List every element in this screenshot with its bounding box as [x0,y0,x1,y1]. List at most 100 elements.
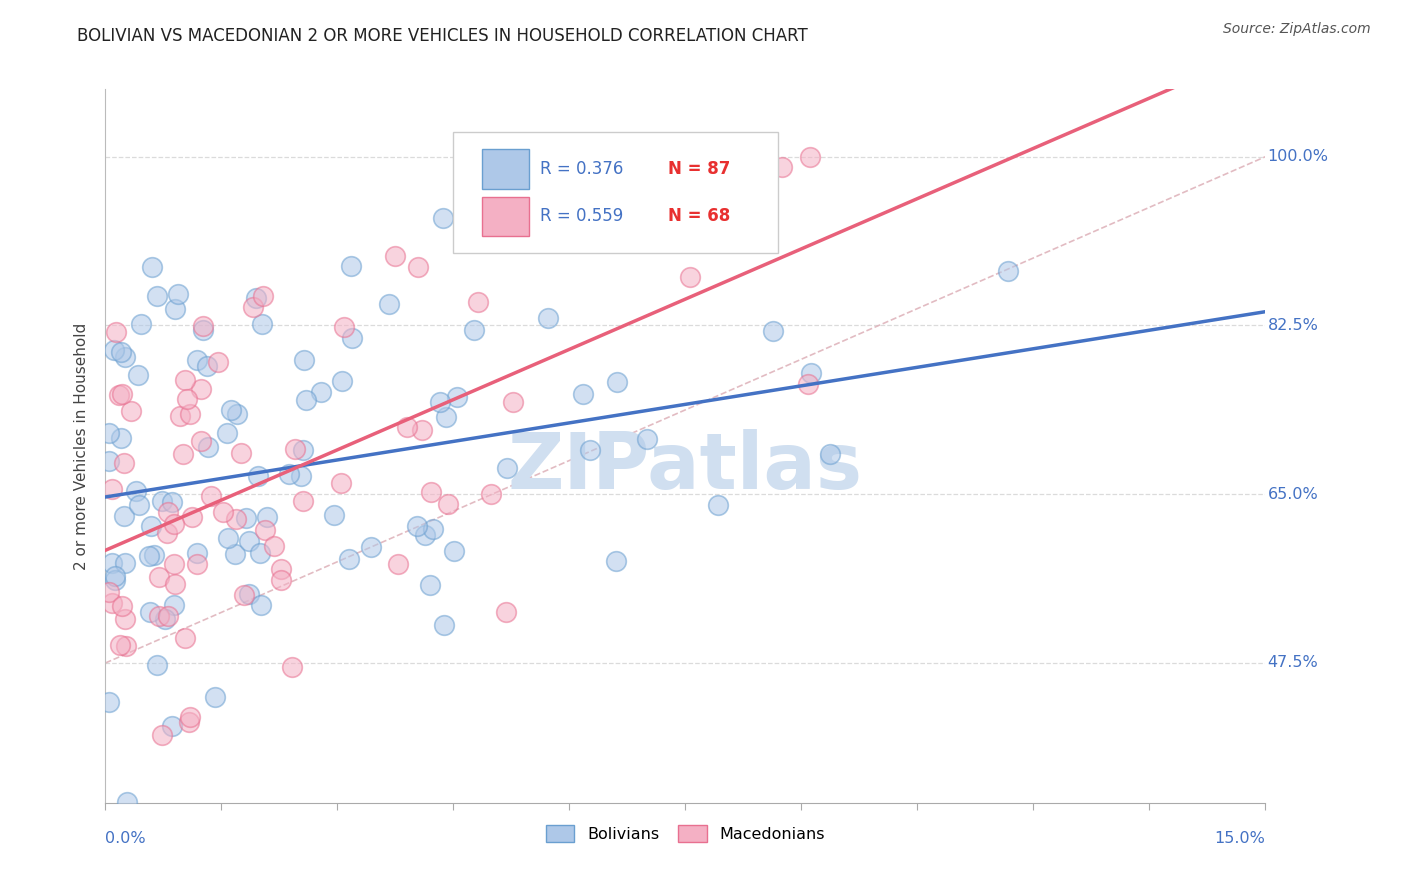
Point [406,519,429,533]
Point [238,587,260,601]
Text: ZIPatlas: ZIPatlas [508,429,863,506]
Point [422,522,444,536]
Point [217,531,239,545]
Point [799,150,821,164]
Point [294,393,316,408]
Point [254,524,277,538]
Point [612,204,634,219]
Point [157,609,180,624]
Point [256,510,278,524]
Point [148,608,170,623]
Point [378,297,401,311]
Point [103,343,125,358]
Legend: Bolivians, Macedonians: Bolivians, Macedonians [538,818,832,848]
Point [162,719,184,733]
Point [98,585,121,599]
Point [104,569,127,583]
Point [200,490,222,504]
Point [247,468,270,483]
Point [142,548,165,562]
Text: 47.5%: 47.5% [1268,656,1319,671]
Point [332,319,354,334]
Text: BOLIVIAN VS MACEDONIAN 2 OR MORE VEHICLES IN HOUSEHOLD CORRELATION CHART: BOLIVIAN VS MACEDONIAN 2 OR MORE VEHICLE… [77,27,808,45]
Point [111,599,134,614]
Point [479,487,502,501]
Point [191,318,214,333]
Point [156,526,179,541]
Point [114,509,136,524]
Point [167,286,190,301]
Point [162,517,184,532]
Point [292,352,315,367]
Point [128,498,150,512]
Text: Source: ZipAtlas.com: Source: ZipAtlas.com [1223,22,1371,37]
Point [146,289,169,303]
Text: R = 0.376: R = 0.376 [540,161,624,178]
Point [114,556,136,570]
Point [463,323,485,337]
Point [396,420,419,434]
Point [340,331,363,345]
Point [411,424,433,438]
Point [114,456,136,470]
Point [605,554,627,568]
Point [98,453,121,467]
Point [707,499,730,513]
Point [250,317,273,331]
Point [163,599,186,613]
Text: 0.0%: 0.0% [105,831,146,847]
Point [270,562,292,576]
Point [568,230,591,244]
Point [190,382,212,396]
Point [413,528,436,542]
Point [309,385,332,400]
Point [186,546,208,560]
Point [148,570,170,584]
Point [572,387,595,401]
Point [263,539,285,553]
Point [446,390,468,404]
Point [384,249,406,263]
Text: 65.0%: 65.0% [1268,487,1319,501]
Point [245,291,267,305]
Text: N = 87: N = 87 [668,161,730,178]
Point [249,546,271,560]
Point [114,612,136,626]
Point [496,461,519,475]
Point [433,617,456,632]
Point [207,354,229,368]
Point [252,289,274,303]
Point [225,512,247,526]
Point [537,311,560,326]
Point [120,404,142,418]
Point [229,446,252,460]
Point [139,605,162,619]
Point [157,505,180,519]
Point [606,376,628,390]
Point [174,631,197,645]
Point [179,710,201,724]
Point [226,407,249,421]
Point [104,325,127,339]
Bar [482,150,529,189]
Point [770,160,793,174]
Point [406,260,429,274]
Point [153,612,176,626]
Point [146,658,169,673]
Point [150,493,173,508]
Point [419,578,441,592]
Point [232,588,254,602]
Point [270,573,292,587]
Point [797,377,820,392]
Point [818,447,841,461]
Point [191,323,214,337]
Point [186,557,208,571]
Point [169,409,191,423]
Point [429,395,451,409]
Y-axis label: 2 or more Vehicles in Household: 2 or more Vehicles in Household [75,322,90,570]
Point [110,431,132,445]
Text: 15.0%: 15.0% [1215,831,1265,847]
Point [578,442,600,457]
Point [114,350,136,364]
Point [249,598,271,612]
